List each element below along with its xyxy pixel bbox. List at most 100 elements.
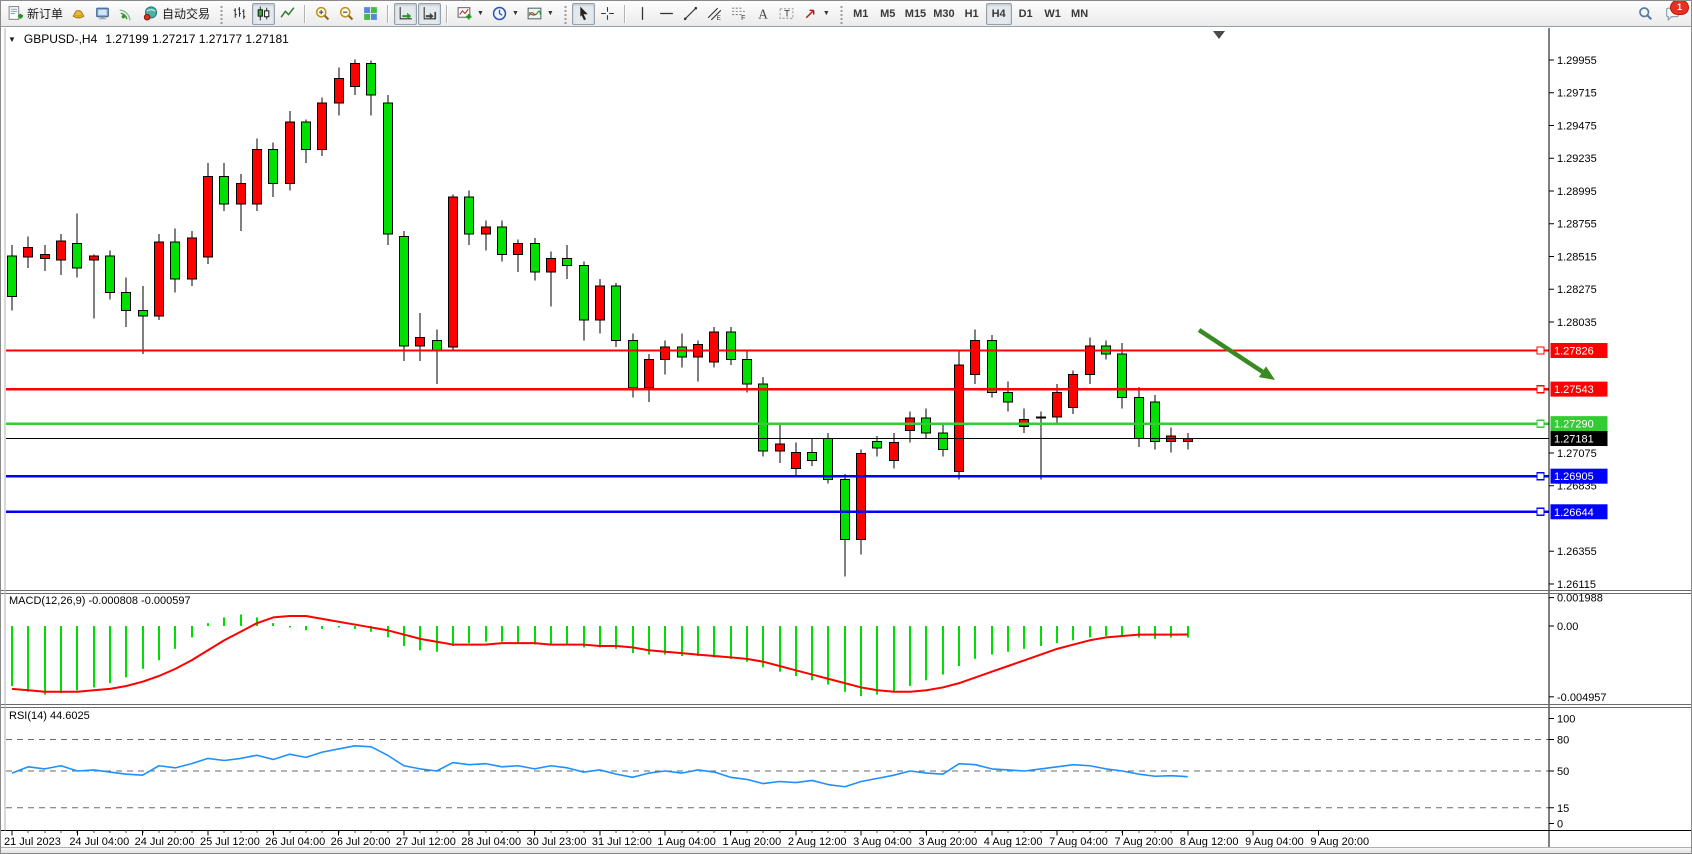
zoom-out-icon (338, 5, 355, 22)
horizontal-line-button[interactable] (655, 3, 678, 25)
autotrade-button[interactable]: 自动交易 (139, 3, 213, 25)
deposit-button[interactable] (67, 3, 90, 25)
vertical-line-button[interactable] (631, 3, 654, 25)
accounts-button[interactable] (91, 3, 114, 25)
tf-mn-button[interactable]: MN (1067, 3, 1093, 25)
rsi-pane (6, 739, 1549, 809)
templates-button[interactable]: ▼ (523, 3, 557, 25)
crosshair-button[interactable] (596, 3, 619, 25)
dropdown-caret-icon[interactable]: ▼ (546, 10, 554, 17)
tf-d1-button-label: D1 (1018, 7, 1033, 20)
price-tick-label: 1.29235 (1557, 153, 1597, 165)
text-button[interactable]: A (751, 3, 774, 25)
new-order-button[interactable]: 新订单 (4, 3, 66, 25)
hline-handle[interactable] (1536, 507, 1545, 516)
dropdown-caret-icon[interactable]: ▼ (477, 10, 484, 17)
date-label: 28 Jul 04:00 (461, 836, 521, 848)
auto-scroll-button[interactable] (394, 2, 418, 25)
dropdown-caret-icon[interactable]: ▼ (511, 10, 519, 17)
bar-chart-button[interactable] (228, 3, 251, 25)
candle-body (546, 258, 556, 273)
signal-icon (118, 5, 135, 22)
date-label: 26 Jul 04:00 (265, 836, 325, 848)
tf-h1-button-label: H1 (964, 7, 979, 20)
rsi-axis-label: 100 (1557, 714, 1575, 726)
price-axis[interactable]: 1.29955 1.29715 1.29475 1.29235 1.28995 1.287… (1549, 28, 1692, 849)
label-button[interactable]: T (775, 3, 798, 25)
tile-windows-button[interactable] (359, 3, 382, 25)
tf-h1-button[interactable]: H1 (959, 3, 985, 25)
date-label: 1 Aug 20:00 (723, 836, 782, 848)
chart-background (1, 28, 1691, 853)
chart-shift-button[interactable] (418, 2, 442, 25)
date-axis[interactable]: 21 Jul 2023 24 Jul 04:00 24 Jul 20:00 25 Ju… (1, 830, 1692, 850)
price-label-box (1550, 468, 1608, 484)
signals-button[interactable] (115, 3, 138, 25)
computer-icon (94, 5, 111, 22)
zoom-out-button[interactable] (335, 3, 358, 25)
toolbar-grip (837, 3, 843, 24)
label-icon: T (778, 5, 795, 22)
rsi-indicator-label: RSI(14) 44.6025 (9, 710, 90, 722)
candle-body (56, 240, 66, 261)
line-chart-button[interactable] (276, 3, 299, 25)
candle-body (758, 383, 768, 452)
candle-body (1134, 397, 1144, 440)
hline-handle[interactable] (1536, 346, 1545, 355)
price-label-text: 1.26905 (1554, 471, 1594, 483)
candle-body (7, 255, 17, 298)
arrow-shaft (1197, 328, 1264, 374)
cursor-button[interactable] (571, 2, 595, 25)
tf-m1-button[interactable]: M1 (848, 3, 874, 25)
tf-m15-button[interactable]: M15 (902, 3, 929, 25)
candle-body (611, 285, 621, 341)
notification-badge: 1 (1670, 1, 1689, 15)
date-label: 7 Aug 04:00 (1049, 836, 1108, 848)
candle-body (40, 253, 50, 260)
candle-body (317, 102, 327, 150)
tf-d1-button[interactable]: D1 (1013, 3, 1039, 25)
candle-body (1036, 416, 1046, 419)
chart-shift-marker[interactable] (1213, 31, 1225, 39)
date-label: 2 Aug 12:00 (788, 836, 847, 848)
chevron-down-icon[interactable]: ▼ (8, 34, 16, 44)
trendline-button[interactable] (679, 3, 702, 25)
candle-body (154, 241, 164, 317)
dropdown-caret-icon[interactable]: ▼ (822, 10, 830, 17)
candle-body (399, 236, 409, 347)
hline-handle[interactable] (1536, 384, 1545, 394)
arrows-button[interactable]: ▼ (799, 3, 833, 25)
hline-handle[interactable] (1536, 419, 1545, 428)
indicators-button[interactable]: ▼ (453, 3, 487, 25)
candle-body (970, 339, 980, 376)
toolbar-separator (623, 4, 626, 23)
candle-body (301, 121, 311, 150)
tf-m30-button[interactable]: M30 (930, 3, 957, 25)
macd-axis-label: 0.001988 (1557, 593, 1603, 605)
tf-m30-button-label: M30 (933, 7, 955, 20)
candle-body (530, 243, 540, 273)
chart-shift-icon (421, 5, 438, 22)
periods-button[interactable]: ▼ (488, 3, 522, 25)
date-label: 24 Jul 04:00 (69, 836, 129, 848)
trend-arrow-annotation[interactable] (1197, 328, 1275, 380)
hline-handle[interactable] (1536, 471, 1545, 481)
search-button[interactable] (1634, 3, 1657, 25)
auto-scroll-icon (397, 5, 414, 22)
crosshair-icon (599, 5, 616, 22)
fibonacci-button[interactable]: F (727, 3, 750, 25)
clock-icon (491, 5, 508, 22)
candle-body (1003, 391, 1013, 403)
price-tick-label: 1.26835 (1557, 481, 1597, 493)
date-label: 9 Aug 04:00 (1245, 836, 1304, 848)
tf-h4-button[interactable]: H4 (985, 2, 1012, 25)
tf-w1-button[interactable]: W1 (1040, 3, 1066, 25)
equidistant-channel-button[interactable]: E (703, 3, 726, 25)
candlestick-button[interactable] (252, 2, 276, 25)
chat-button[interactable]: 1 (1661, 1, 1689, 25)
tile-windows-icon (362, 5, 379, 22)
toolbar: 新订单 自动交易 ▼ ▼ ▼ E F A T ▼ M1 M5 M15 M30 H1 H4 D1 W1 MN 1 (1, 1, 1691, 27)
zoom-in-button[interactable] (311, 3, 334, 25)
tf-m5-button[interactable]: M5 (875, 3, 901, 25)
